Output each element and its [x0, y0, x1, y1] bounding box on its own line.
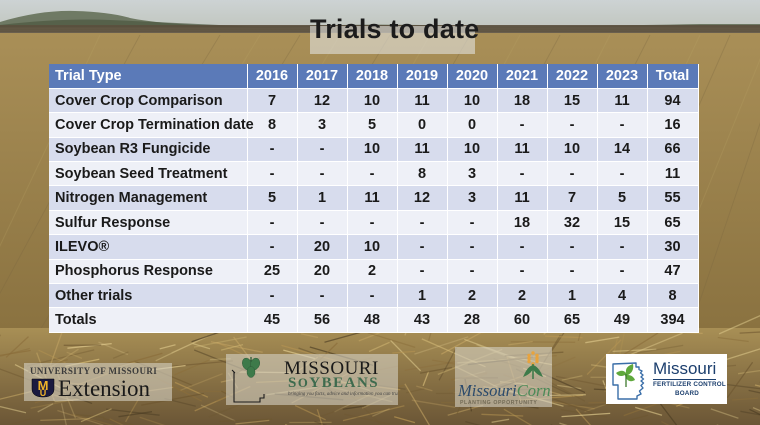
svg-text:U: U — [40, 388, 47, 398]
